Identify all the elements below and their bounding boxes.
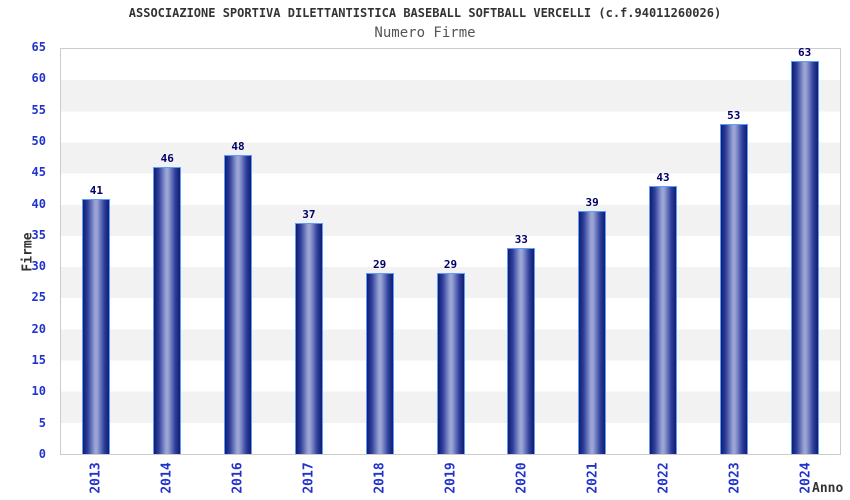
bar-2019: 29: [436, 258, 465, 454]
bar-2024: 63: [790, 46, 819, 454]
bar-value-label: 43: [656, 171, 670, 185]
bar-2020: 33: [507, 233, 536, 454]
bar-2022: 43: [648, 171, 677, 454]
x-tick-label: 2014: [159, 462, 174, 494]
y-tick-label: 0: [38, 447, 46, 461]
bar-2016: 48: [224, 140, 253, 454]
y-tick-label: 35: [31, 227, 46, 242]
y-tick-label: 55: [31, 102, 46, 117]
bar-value-label: 37: [302, 208, 316, 222]
bar-value-label: 48: [231, 139, 245, 153]
bar-value-label: 29: [443, 258, 458, 272]
bar-value-label: 46: [160, 152, 174, 166]
y-tick-label: 50: [31, 133, 46, 148]
x-tick-label: 2013: [88, 462, 103, 494]
y-tick-label: 15: [31, 353, 46, 368]
bar-2014: 46: [153, 152, 182, 454]
y-axis-title: Firme: [20, 232, 36, 272]
x-tick-label: 2019: [443, 462, 458, 494]
bar-value-label: 29: [373, 258, 387, 272]
y-tick-label: 30: [31, 259, 46, 274]
x-axis-title: Anno: [812, 481, 844, 496]
y-axis-tick-labels: 0 5 10 15 20 25 30 35 40 45 50 55 60 65: [0, 41, 46, 461]
y-tick-label: 5: [38, 415, 46, 430]
x-tick-label: 2018: [372, 462, 387, 494]
y-tick-label: 65: [31, 40, 46, 54]
x-tick-label: 2024: [798, 462, 813, 494]
bar-value-label: 53: [727, 108, 741, 122]
bar-2023: 53: [719, 109, 748, 454]
y-tick-label: 10: [31, 384, 46, 399]
bar-value-label: 41: [89, 183, 104, 197]
x-tick-label: 2023: [727, 462, 742, 494]
x-tick-label: 2022: [656, 462, 671, 494]
bar-2021: 39: [578, 196, 607, 454]
plot-area: 41 46 48 37 29 29 33 39 43 53 63: [60, 46, 841, 455]
bar-value-label: 39: [585, 196, 599, 209]
x-tick-label: 2017: [301, 462, 316, 494]
x-tick-label: 2021: [585, 462, 600, 494]
bar-2013: 41: [82, 184, 111, 454]
chart-title: ASSOCIAZIONE SPORTIVA DILETTANTISTICA BA…: [128, 6, 722, 20]
y-tick-label: 60: [31, 71, 46, 86]
bar-2017: 37: [294, 208, 323, 454]
y-tick-label: 20: [31, 321, 46, 336]
bar-2018: 29: [365, 258, 394, 454]
bar-value-label: 63: [797, 46, 812, 60]
x-tick-label: 2016: [230, 462, 245, 494]
chart-subtitle: Numero Firme: [374, 25, 476, 41]
x-axis-tick-labels: 2013 2014 2016 2017 2018 2019 2020 2021 2022 2023…: [60, 456, 841, 500]
y-tick-label: 40: [31, 196, 46, 211]
x-tick-label: 2020: [514, 462, 529, 494]
y-tick-label: 25: [31, 290, 46, 305]
y-tick-label: 45: [31, 165, 46, 180]
bar-value-label: 33: [514, 233, 528, 247]
